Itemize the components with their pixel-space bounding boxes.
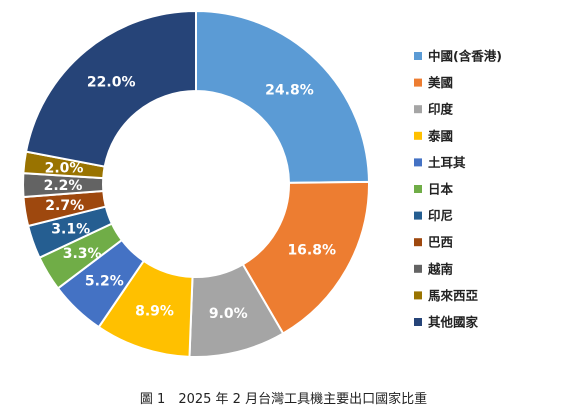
legend-swatch [414, 291, 422, 300]
slice-value-label: 3.3% [63, 246, 102, 262]
legend-swatch [414, 158, 422, 167]
donut-slices [22, 9, 370, 358]
legend-swatch [414, 238, 422, 247]
legend-label: 印尼 [428, 208, 453, 223]
legend-swatch [414, 78, 422, 87]
legend-label: 印度 [428, 102, 454, 117]
legend-label: 巴西 [428, 235, 453, 250]
slice-value-labels: 24.8% 16.8% 9.0% 8.9% 5.2% 3.3% 3.1% 2.7% 2.2% 2.… [44, 75, 336, 323]
legend-swatch [414, 105, 422, 114]
slice-value-label: 5.2% [85, 273, 124, 289]
legend-label: 日本 [428, 182, 454, 197]
legend-label: 中國(含香港) [428, 49, 502, 64]
slice-value-label: 8.9% [135, 303, 174, 319]
legend-label: 美國 [428, 75, 453, 90]
legend-label: 土耳其 [428, 155, 466, 170]
figure-caption: 圖 1 2025 年 2 月台灣工具機主要出口國家比重 [139, 392, 428, 407]
donut-slice [24, 9, 197, 168]
legend-label: 越南 [427, 261, 454, 276]
legend-swatch [414, 211, 422, 220]
legend-swatch [414, 185, 422, 193]
legend-swatch [414, 52, 422, 60]
legend-label: 泰國 [427, 128, 453, 143]
legend-swatch [414, 264, 422, 273]
slice-value-label: 2.0% [45, 160, 84, 176]
slice-value-label: 2.7% [45, 198, 84, 214]
donut-slice [195, 9, 370, 184]
slice-value-label: 9.0% [209, 306, 248, 322]
legend-swatch [414, 318, 422, 326]
slice-value-label: 2.2% [44, 178, 83, 194]
slice-value-label: 22.0% [87, 75, 136, 91]
legend-swatch [414, 131, 422, 140]
legend-label: 馬來西亞 [428, 288, 479, 303]
legend-label: 其他國家 [428, 315, 479, 330]
slice-value-label: 16.8% [287, 243, 336, 259]
slice-value-label: 3.1% [51, 222, 90, 238]
slice-value-label: 24.8% [265, 82, 314, 98]
